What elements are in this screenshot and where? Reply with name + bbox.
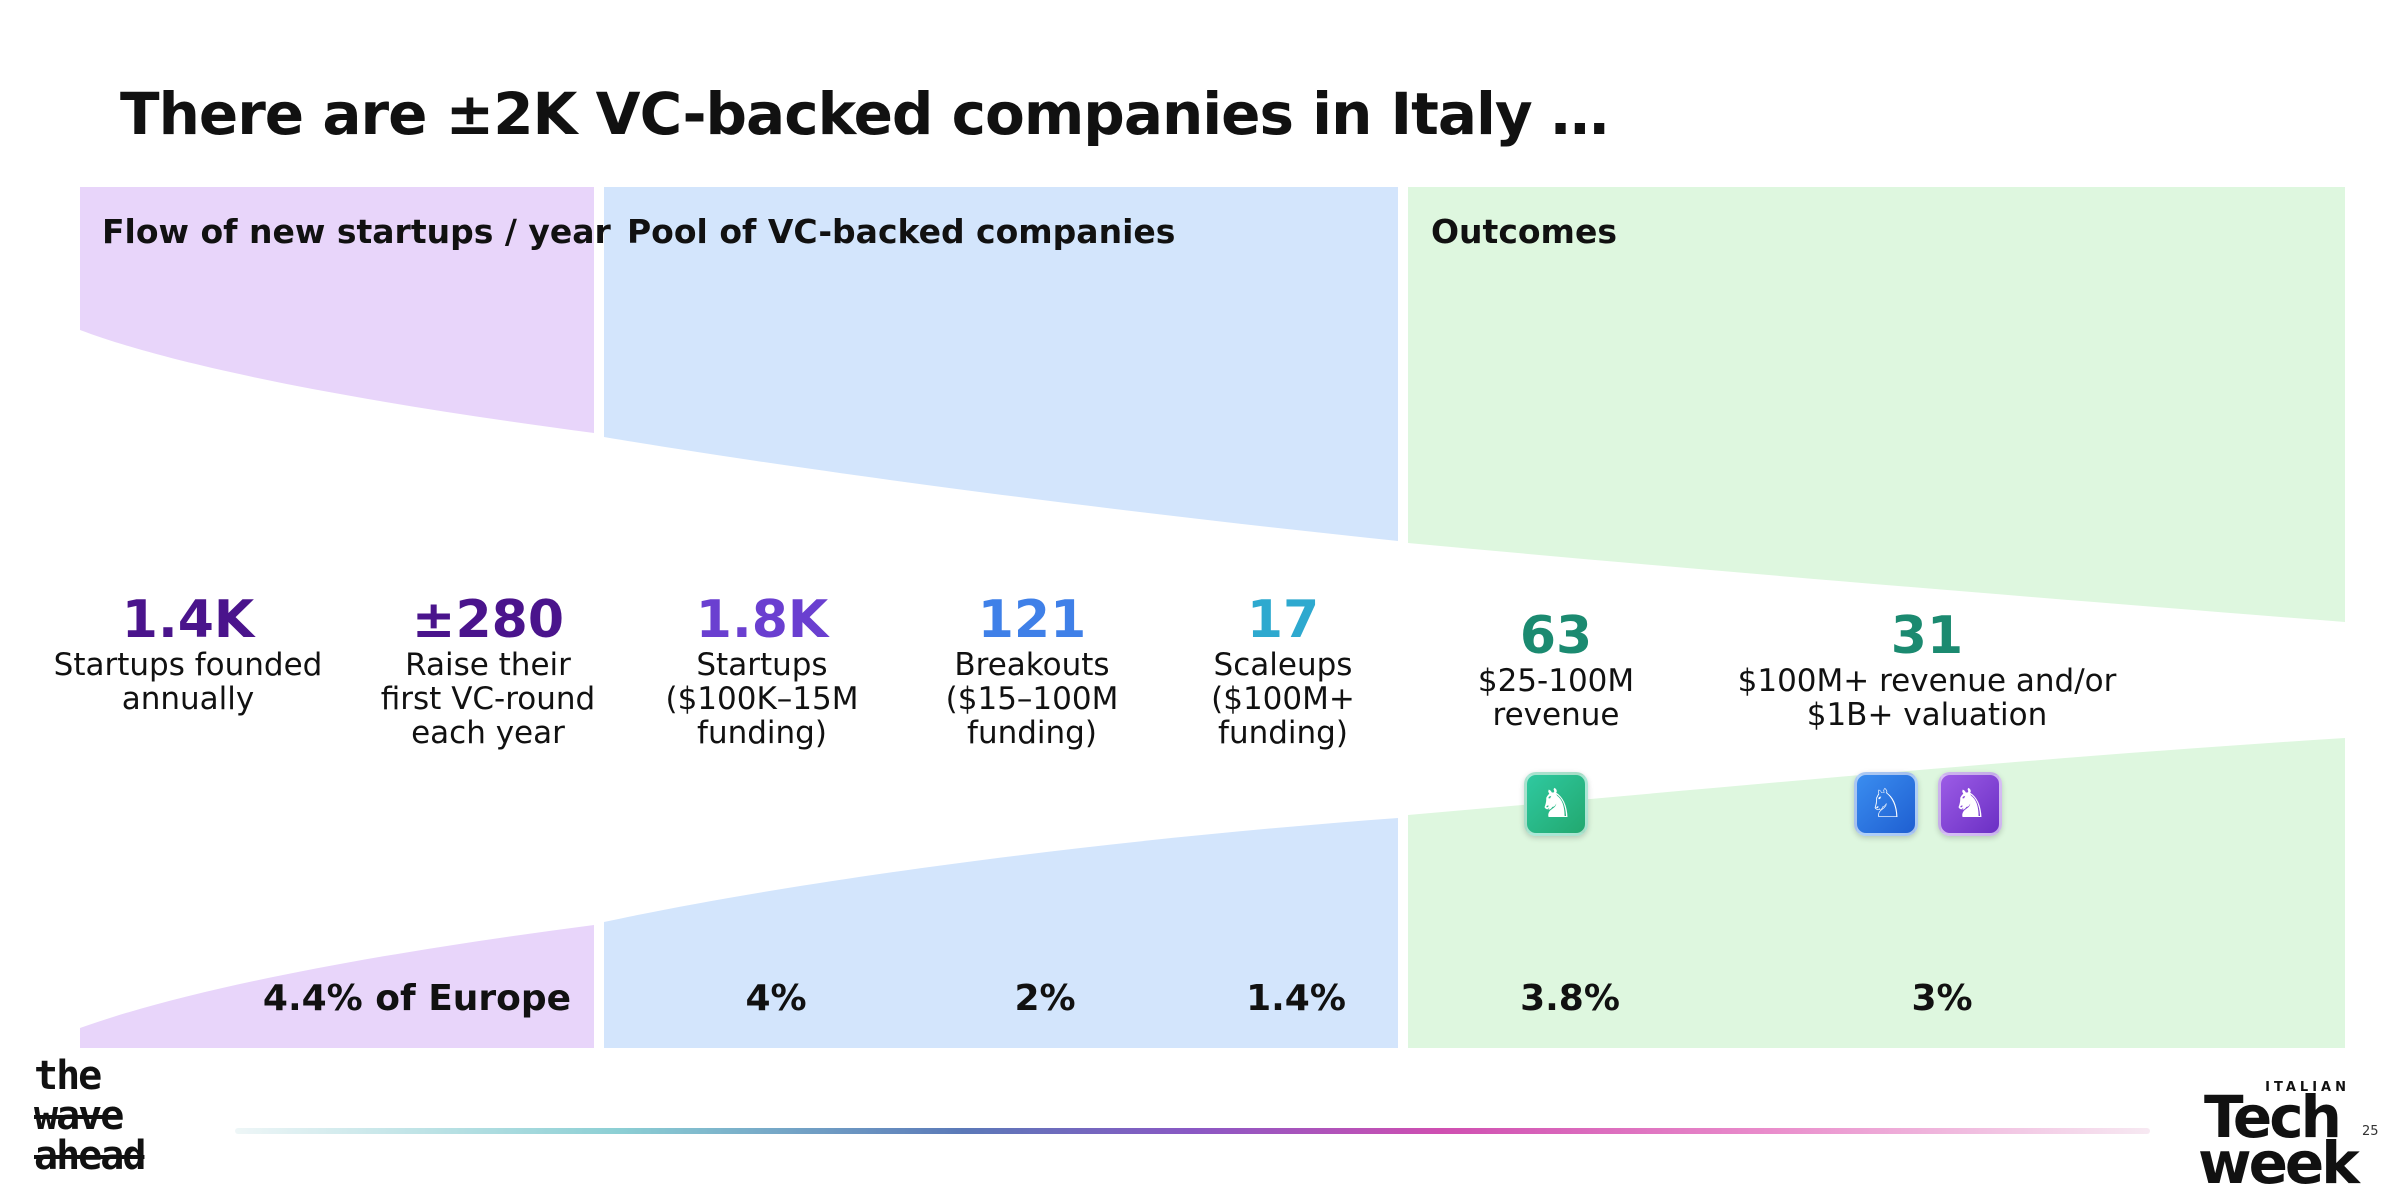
- stat-desc-line: funding): [697, 715, 827, 751]
- stat-desc-line: ($100M+: [1211, 681, 1355, 717]
- stat-desc-line: ($15–100M: [945, 681, 1119, 717]
- pct-europe: 4.4% of Europe: [262, 978, 572, 1019]
- stat-desc-line: revenue: [1492, 697, 1620, 733]
- logo-small-text: ITALIAN: [2265, 1080, 2350, 1095]
- stat-desc-line: first VC-round: [380, 681, 596, 717]
- stat-value: 1.8K: [695, 590, 829, 650]
- stat-value: 63: [1519, 606, 1593, 666]
- stat-value: 121: [977, 590, 1087, 650]
- page-title: There are ±2K VC-backed companies in Ita…: [120, 80, 1609, 148]
- stat-desc-line: ($100K–15M: [665, 681, 859, 717]
- footer-gradient-line: [235, 1128, 2150, 1134]
- stat-scaleups: 17 Scaleups ($100M+ funding): [1211, 592, 1355, 750]
- stat-desc-line: Startups: [696, 647, 828, 683]
- stat-first-vc-round: ±280 Raise their first VC-round each yea…: [381, 592, 595, 750]
- logo-big-text: week: [2198, 1129, 2360, 1197]
- logo-big-text: Tech: [2204, 1083, 2342, 1151]
- italian-tech-week-logo: ITALIAN Tech week: [2198, 1080, 2360, 1192]
- stat-desc-line: Startups founded: [53, 647, 323, 683]
- pct-scaleups: 1.4%: [1246, 978, 1346, 1019]
- stat-startups-founded: 1.4K Startups founded annually: [54, 592, 323, 716]
- section-header-pool: Pool of VC-backed companies: [627, 212, 1176, 251]
- stat-revenue-25-100m: 63 $25-100M revenue: [1478, 608, 1634, 732]
- stat-desc-line: $100M+ revenue and/or: [1737, 663, 2117, 699]
- stat-desc-line: annually: [121, 681, 255, 717]
- section-header-flow: Flow of new startups / year: [102, 212, 611, 251]
- stat-desc-line: $25-100M: [1477, 663, 1635, 699]
- pct-revenue-100m-plus: 3%: [1911, 978, 1973, 1019]
- horse-icon: ♞: [1524, 772, 1588, 836]
- stat-revenue-100m-plus: 31 $100M+ revenue and/or $1B+ valuation: [1738, 608, 2117, 732]
- stat-desc-line: funding): [1218, 715, 1348, 751]
- pct-startups: 4%: [745, 978, 807, 1019]
- stat-desc-line: funding): [967, 715, 1097, 751]
- pool-band-top: [604, 187, 1398, 541]
- outcome-band-top: [1408, 187, 2345, 622]
- pct-breakouts: 2%: [1014, 978, 1076, 1019]
- badge-glyph: ♘: [1868, 781, 1904, 827]
- section-header-outcomes: Outcomes: [1431, 212, 1617, 251]
- stat-desc-line: each year: [411, 715, 565, 751]
- stat-desc-line: Breakouts: [954, 647, 1110, 683]
- badge-glyph: ♞: [1538, 781, 1574, 827]
- stat-desc-line: Raise their: [405, 647, 571, 683]
- stat-desc-line: $1B+ valuation: [1806, 697, 2048, 733]
- outcome-band-bottom: [1408, 738, 2345, 1048]
- stat-value: ±280: [411, 590, 565, 650]
- unicorn-icon: ♞: [1938, 772, 2002, 836]
- stat-value: 17: [1246, 590, 1320, 650]
- page-number: 25: [2362, 1124, 2379, 1139]
- flow-band-top: [80, 187, 594, 433]
- stat-breakouts: 121 Breakouts ($15–100M funding): [946, 592, 1119, 750]
- wave-ahead-logo: the wave ahead: [34, 1053, 146, 1179]
- logo-line: ahead: [34, 1133, 146, 1179]
- pct-revenue-25-100m: 3.8%: [1520, 978, 1620, 1019]
- stat-desc-line: Scaleups: [1213, 647, 1353, 683]
- stat-value: 31: [1890, 606, 1964, 666]
- stat-value: 1.4K: [121, 590, 255, 650]
- winged-horse-icon: ♘: [1854, 772, 1918, 836]
- logo-line: the: [34, 1053, 102, 1099]
- pool-band-bottom: [604, 818, 1398, 1048]
- stat-startups: 1.8K Startups ($100K–15M funding): [665, 592, 858, 750]
- badge-glyph: ♞: [1952, 781, 1988, 827]
- flow-band-bottom: [80, 925, 594, 1048]
- logo-line: wave: [34, 1093, 124, 1139]
